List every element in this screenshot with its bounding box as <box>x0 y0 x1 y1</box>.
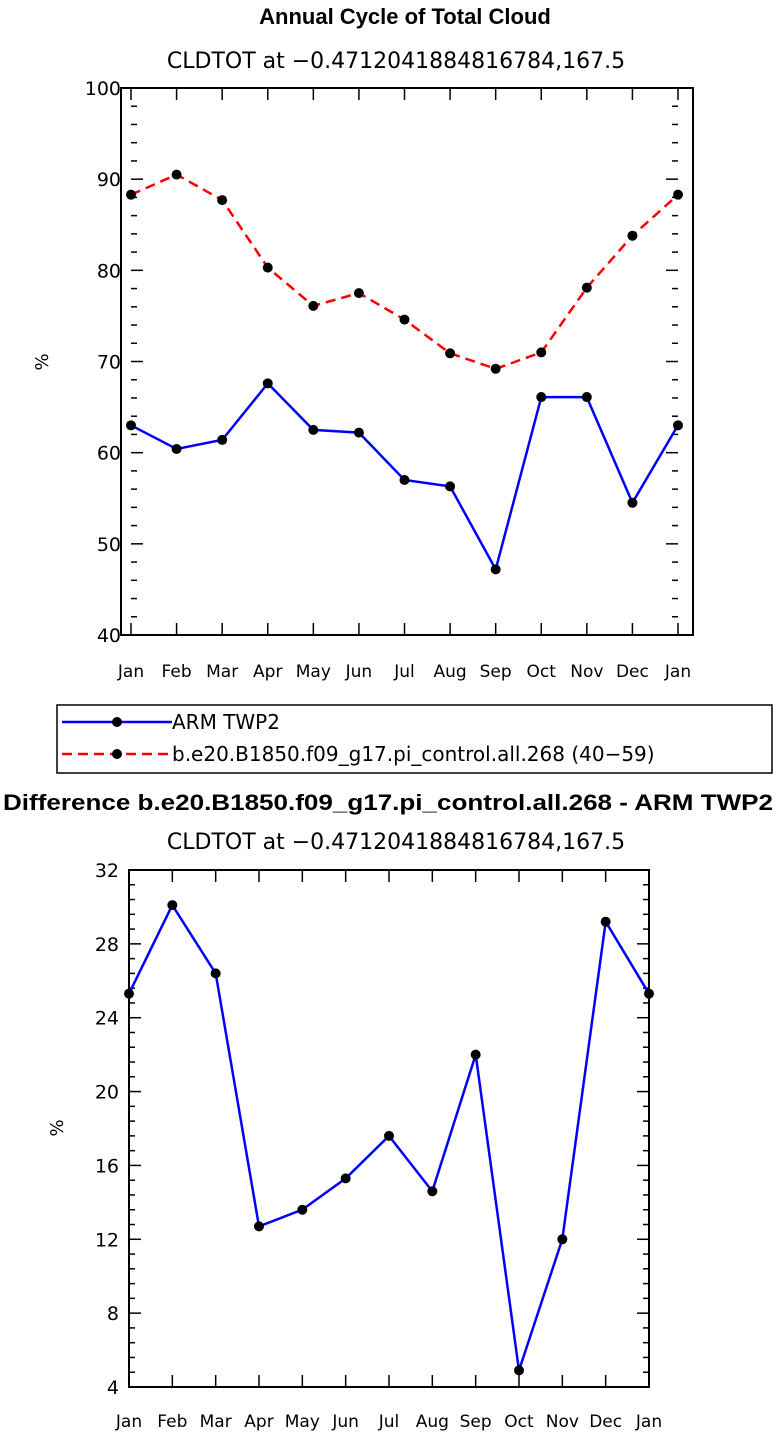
chart1-series-1-point <box>262 262 273 273</box>
chart1-series-line-1 <box>130 173 679 371</box>
chart1-ytick-label: 100 <box>85 78 121 100</box>
chart1-series-0-point <box>445 481 456 492</box>
chart1-ytick-label: 40 <box>97 625 121 647</box>
chart1-series-0-point <box>399 475 410 486</box>
chart1-xtick-label: Jan <box>664 662 691 682</box>
chart2-xtick-label: Dec <box>589 1412 622 1432</box>
chart1-series-0-point <box>536 392 547 403</box>
chart1-subtitle: CLDTOT at −0.4712041884816784,167.5 <box>167 49 625 74</box>
chart1-series-1-point <box>171 169 182 180</box>
chart2-series-0-point <box>124 988 134 999</box>
chart1-series-1-point <box>399 314 410 325</box>
chart2-series-0-point <box>254 1221 264 1232</box>
chart1-ytick-label: 70 <box>97 352 121 374</box>
chart1-series-0-point <box>353 427 364 438</box>
chart1-series-0-point <box>171 444 182 455</box>
chart1-series-1-point <box>353 288 364 299</box>
chart2-xtick-label: Nov <box>546 1412 579 1432</box>
chart1-xtick-label: Jan <box>117 662 144 682</box>
chart2-ytick-label: 16 <box>95 1155 119 1177</box>
chart2-ytick-label: 20 <box>95 1082 119 1104</box>
chart1-series-0-point <box>262 378 273 389</box>
chart1-series-0-point <box>126 420 136 431</box>
chart2-series-0-point <box>427 1186 438 1197</box>
chart1-series-0-point <box>490 564 501 575</box>
chart2-series-0-point <box>340 1173 351 1184</box>
chart2-xtick-label: Sep <box>460 1412 492 1432</box>
chart1-xtick-label: Oct <box>527 662 557 682</box>
chart2-ytick-label: 8 <box>107 1303 119 1325</box>
chart1-series-1-point <box>490 363 501 374</box>
chart2-series-0-point <box>297 1204 308 1215</box>
chart1-series-1-point <box>581 282 592 293</box>
legend-marker-model <box>112 749 122 759</box>
chart2-series-0-point <box>514 1365 524 1376</box>
chart1-plot-frame <box>120 87 694 636</box>
chart1-series-1-point <box>445 348 456 359</box>
chart2-plot-frame <box>128 869 650 1388</box>
chart1-xtick-label: Dec <box>616 662 649 682</box>
chart1-ytick-label: 50 <box>97 534 121 556</box>
chart1-series-1-point <box>627 230 638 241</box>
chart2-series-0-point <box>600 916 611 927</box>
chart2-axes: 4 8 12 16 20 24 28 32 Jan Feb Mar Apr May Jun Jul Aug Se… <box>95 860 662 1432</box>
chart2-series-0-point <box>644 988 654 999</box>
chart1-y-axis-label: % <box>32 353 53 370</box>
chart1-series-1-point <box>308 300 319 311</box>
chart2-subtitle: CLDTOT at −0.4712041884816784,167.5 <box>167 830 625 855</box>
chart2-xtick-label: Oct <box>504 1412 534 1432</box>
legend-box <box>56 704 773 774</box>
chart1-series-0-point <box>627 497 638 508</box>
chart1-series-0-point <box>581 392 592 403</box>
chart1-series-0-point <box>308 424 319 435</box>
chart1-series-1-point <box>217 195 228 206</box>
legend-label-arm: ARM TWP2 <box>172 710 280 734</box>
chart2-xtick-label: Aug <box>416 1412 449 1432</box>
chart1-ytick-label: 80 <box>97 260 121 282</box>
chart2-series-0-point <box>167 900 178 911</box>
legend-marker-arm <box>112 717 122 727</box>
legend-label-model: b.e20.B1850.f09_g17.pi_control.all.268 (… <box>172 742 655 766</box>
chart2-ytick-label: 32 <box>95 860 119 882</box>
chart1-series-1-point <box>673 189 683 200</box>
chart2-series-0-point <box>210 968 221 979</box>
chart2-xtick-label: Jan <box>635 1412 662 1432</box>
chart1-xtick-label: Sep <box>480 662 512 682</box>
chart1-axes: 40 50 60 70 80 90 100 Jan Feb Mar Apr May Jun Jul Aug S… <box>85 78 691 682</box>
chart2-xtick-label: Jun <box>331 1412 359 1432</box>
chart1-xtick-label: Apr <box>253 662 282 682</box>
chart2-ytick-label: 4 <box>107 1377 119 1399</box>
chart2-series-0-point <box>557 1234 568 1245</box>
chart2-series-0-point <box>384 1130 394 1141</box>
chart2-xtick-label: May <box>285 1412 320 1432</box>
chart2-series-0-point <box>470 1049 481 1060</box>
chart1-series-0-point <box>217 434 228 445</box>
chart2-y-axis-label: % <box>47 1119 68 1136</box>
chart1-xtick-label: May <box>296 662 331 682</box>
chart1-xtick-label: Feb <box>162 662 192 682</box>
chart2-ytick-label: 24 <box>95 1008 119 1030</box>
chart2-xtick-label: Mar <box>200 1412 232 1432</box>
chart2-xtick-label: Apr <box>244 1412 273 1432</box>
chart2-ytick-label: 28 <box>95 934 119 956</box>
chart1-xtick-label: Aug <box>433 662 466 682</box>
chart1-xtick-label: Jun <box>345 662 373 682</box>
chart1-series-1-point <box>126 189 136 200</box>
chart2-xtick-label: Jan <box>115 1412 142 1432</box>
chart2-xtick-label: Jul <box>378 1412 400 1432</box>
chart1-ytick-label: 60 <box>97 443 121 465</box>
chart1-title: Annual Cycle of Total Cloud <box>259 4 551 29</box>
chart1-xtick-label: Mar <box>206 662 238 682</box>
chart1-series-0-point <box>673 420 683 431</box>
chart2-xtick-label: Feb <box>157 1412 187 1432</box>
chart2-ytick-label: 12 <box>95 1229 119 1251</box>
chart1-series-1-point <box>536 347 547 358</box>
chart2-title: Difference b.e20.B1850.f09_g17.pi_contro… <box>3 790 773 815</box>
chart1-xtick-label: Nov <box>570 662 603 682</box>
chart1-legend: ARM TWP2 b.e20.B1850.f09_g17.pi_control.… <box>56 704 773 774</box>
chart1-xtick-label: Jul <box>393 662 415 682</box>
chart1-ytick-label: 90 <box>97 169 121 191</box>
